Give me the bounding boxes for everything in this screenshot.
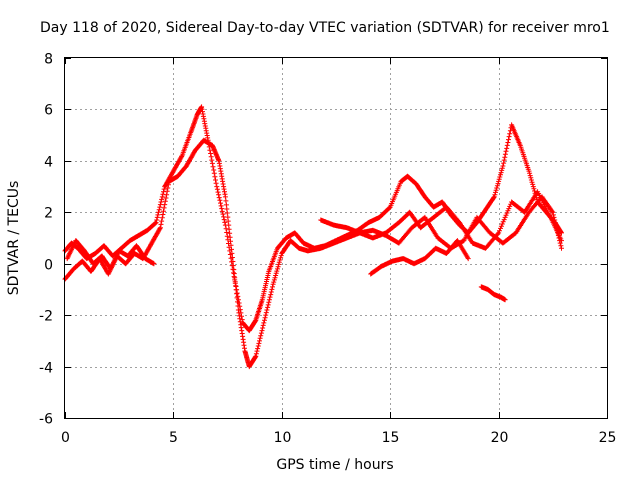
x-tick-label: 20 <box>491 430 509 446</box>
series-markers-5 <box>478 284 508 303</box>
grid-layer <box>65 58 607 418</box>
y-tick-label: 2 <box>44 206 53 222</box>
x-tick-label: 0 <box>61 430 70 446</box>
series-markers-3 <box>64 189 564 272</box>
chart-title: Day 118 of 2020, Sidereal Day-to-day VTE… <box>40 20 610 36</box>
x-tick-label: 5 <box>169 430 178 446</box>
y-tick-label: -2 <box>39 309 53 325</box>
series-markers-4 <box>368 238 471 277</box>
plot-frame <box>64 57 608 419</box>
y-tick-label: -6 <box>39 412 53 428</box>
x-tick-label: 15 <box>382 430 400 446</box>
x-tick-label: 10 <box>274 430 292 446</box>
series-trace-4 <box>368 238 471 277</box>
y-tick-label: 8 <box>44 52 53 68</box>
tick-layer: 0 5 10 15 20 25 -6 -4 -2 0 2 4 6 8 <box>39 52 616 447</box>
y-tick-label: 6 <box>44 103 53 119</box>
series-trace-5 <box>478 284 508 303</box>
series-markers-1 <box>62 104 564 334</box>
data-layer <box>62 104 564 370</box>
series-trace-2 <box>62 137 564 370</box>
x-tick-label: 25 <box>599 430 617 446</box>
series-markers-2 <box>62 137 564 370</box>
y-axis-label: SDTVAR / TECUs <box>6 181 22 296</box>
y-tick-label: -4 <box>39 361 53 377</box>
series-trace-1 <box>62 104 564 334</box>
series-trace-3 <box>64 189 564 272</box>
y-tick-label: 4 <box>44 155 53 171</box>
x-axis-label: GPS time / hours <box>276 457 393 473</box>
y-tick-label: 0 <box>44 258 53 274</box>
